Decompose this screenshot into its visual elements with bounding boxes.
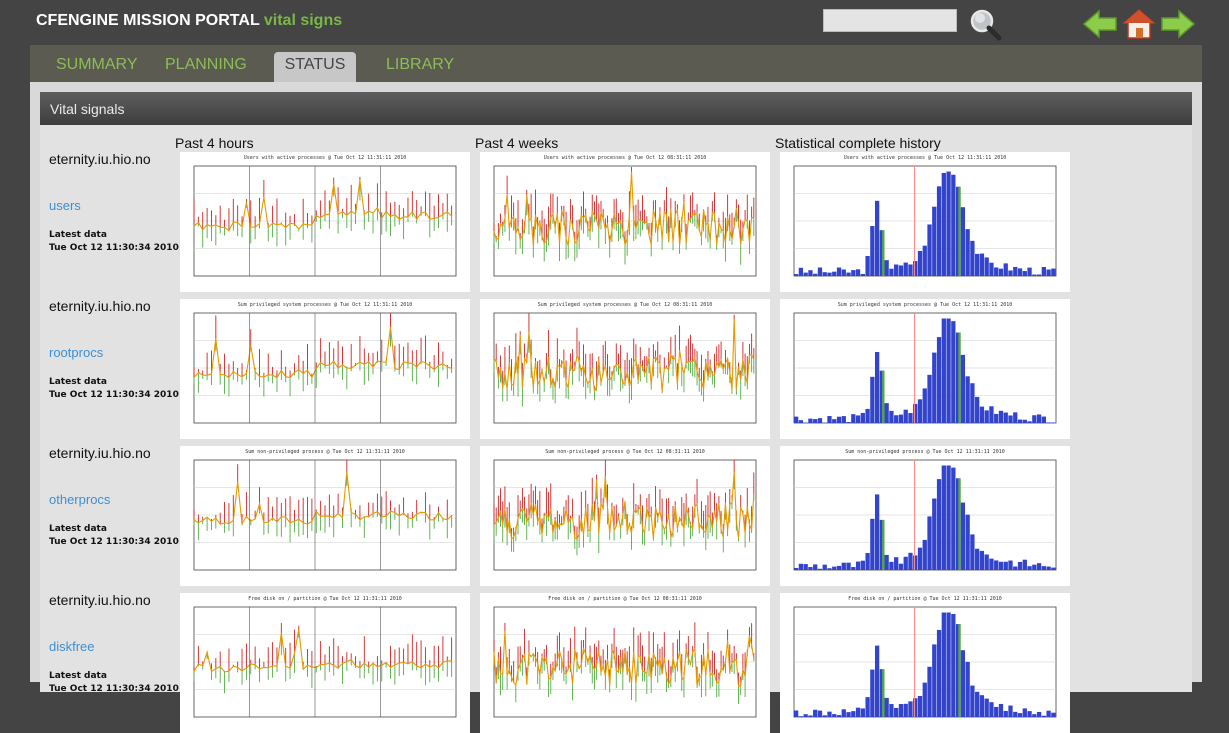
latest-data-label: Latest data: [49, 229, 179, 242]
tab-status[interactable]: STATUS: [274, 52, 356, 83]
svg-text:Users with active processes @: Users with active processes @ Tue Oct 12…: [244, 155, 407, 161]
latest-data-time: Tue Oct 12 11:30:34 2010: [49, 683, 179, 696]
metric-link-users[interactable]: users: [49, 198, 81, 213]
svg-text:Users with active processes @: Users with active processes @ Tue Oct 12…: [544, 155, 707, 161]
metric-link-otherprocs[interactable]: otherprocs: [49, 492, 110, 507]
forward-arrow-icon[interactable]: [1160, 8, 1196, 40]
column-header-past-4-weeks: Past 4 weeks: [475, 135, 558, 151]
host-name: eternity.iu.hio.no: [49, 151, 151, 167]
latest-data-time: Tue Oct 12 11:30:34 2010: [49, 536, 179, 549]
latest-data-label: Latest data: [49, 376, 179, 389]
graph-users-4-weeks[interactable]: Users with active processes @ Tue Oct 12…: [480, 152, 770, 292]
home-icon[interactable]: [1122, 8, 1156, 40]
svg-text:Free disk on / partition @ Tue: Free disk on / partition @ Tue Oct 12 08…: [548, 596, 702, 602]
panel-title: Vital signals: [50, 101, 124, 117]
svg-text:Sum privileged system processe: Sum privileged system processes @ Tue Oc…: [238, 302, 413, 308]
latest-data: Latest data Tue Oct 12 11:30:34 2010: [49, 523, 179, 549]
host-name: eternity.iu.hio.no: [49, 592, 151, 608]
tab-library[interactable]: LIBRARY: [386, 56, 454, 74]
svg-text:Sum non-privileged process @ T: Sum non-privileged process @ Tue Oct 12 …: [845, 449, 1005, 455]
latest-data-time: Tue Oct 12 11:30:34 2010: [49, 242, 179, 255]
latest-data-time: Tue Oct 12 11:30:34 2010: [49, 389, 179, 402]
search-magnifier-icon[interactable]: [968, 7, 1002, 41]
panel-header: Vital signals: [40, 92, 1192, 125]
latest-data-label: Latest data: [49, 523, 179, 536]
svg-text:Sum privileged system processe: Sum privileged system processes @ Tue Oc…: [538, 302, 713, 308]
content-panel: Vital signals Past 4 hours Past 4 weeks …: [30, 82, 1202, 682]
svg-text:Free disk on / partition @ Tue: Free disk on / partition @ Tue Oct 12 11…: [848, 596, 1002, 602]
portal-brand: CFENGINE MISSION PORTAL vital signs: [36, 12, 342, 30]
graph-rootprocs-4-weeks[interactable]: Sum privileged system processes @ Tue Oc…: [480, 299, 770, 439]
latest-data: Latest data Tue Oct 12 11:30:34 2010: [49, 376, 179, 402]
graph-otherprocs-4-hours[interactable]: Sum non-privileged process @ Tue Oct 12 …: [180, 446, 470, 586]
vital-signals-panel: Vital signals Past 4 hours Past 4 weeks …: [40, 92, 1192, 692]
graph-diskfree-4-hours[interactable]: Free disk on / partition @ Tue Oct 12 11…: [180, 593, 470, 733]
svg-text:Users with active processes @: Users with active processes @ Tue Oct 12…: [844, 155, 1007, 161]
latest-data: Latest data Tue Oct 12 11:30:34 2010: [49, 670, 179, 696]
tab-planning[interactable]: PLANNING: [165, 56, 247, 74]
latest-data-label: Latest data: [49, 670, 179, 683]
latest-data: Latest data Tue Oct 12 11:30:34 2010: [49, 229, 179, 255]
main-navigation: SUMMARY PLANNING STATUS LIBRARY: [30, 45, 1202, 82]
host-name: eternity.iu.hio.no: [49, 298, 151, 314]
tab-summary[interactable]: SUMMARY: [56, 56, 138, 74]
brand-subtitle: vital signs: [264, 12, 342, 29]
graph-users-4-hours[interactable]: Users with active processes @ Tue Oct 12…: [180, 152, 470, 292]
column-header-complete-history: Statistical complete history: [775, 135, 941, 151]
graph-users-history[interactable]: Users with active processes @ Tue Oct 12…: [780, 152, 1070, 292]
search-input[interactable]: [823, 9, 957, 32]
brand-title: CFENGINE MISSION PORTAL: [36, 12, 259, 29]
graph-diskfree-4-weeks[interactable]: Free disk on / partition @ Tue Oct 12 08…: [480, 593, 770, 733]
graph-rootprocs-4-hours[interactable]: Sum privileged system processes @ Tue Oc…: [180, 299, 470, 439]
svg-text:Sum non-privileged process @ T: Sum non-privileged process @ Tue Oct 12 …: [545, 449, 705, 455]
svg-text:Sum non-privileged process @ T: Sum non-privileged process @ Tue Oct 12 …: [245, 449, 405, 455]
graph-otherprocs-4-weeks[interactable]: Sum non-privileged process @ Tue Oct 12 …: [480, 446, 770, 586]
back-arrow-icon[interactable]: [1082, 8, 1118, 40]
graph-rootprocs-history[interactable]: Sum privileged system processes @ Tue Oc…: [780, 299, 1070, 439]
graph-otherprocs-history[interactable]: Sum non-privileged process @ Tue Oct 12 …: [780, 446, 1070, 586]
column-header-past-4-hours: Past 4 hours: [175, 135, 254, 151]
graph-diskfree-history[interactable]: Free disk on / partition @ Tue Oct 12 11…: [780, 593, 1070, 733]
metric-link-rootprocs[interactable]: rootprocs: [49, 345, 103, 360]
svg-text:Sum privileged system processe: Sum privileged system processes @ Tue Oc…: [838, 302, 1013, 308]
metric-link-diskfree[interactable]: diskfree: [49, 639, 95, 654]
svg-text:Free disk on / partition @ Tue: Free disk on / partition @ Tue Oct 12 11…: [248, 596, 402, 602]
top-bar: CFENGINE MISSION PORTAL vital signs: [0, 0, 1229, 45]
host-name: eternity.iu.hio.no: [49, 445, 151, 461]
